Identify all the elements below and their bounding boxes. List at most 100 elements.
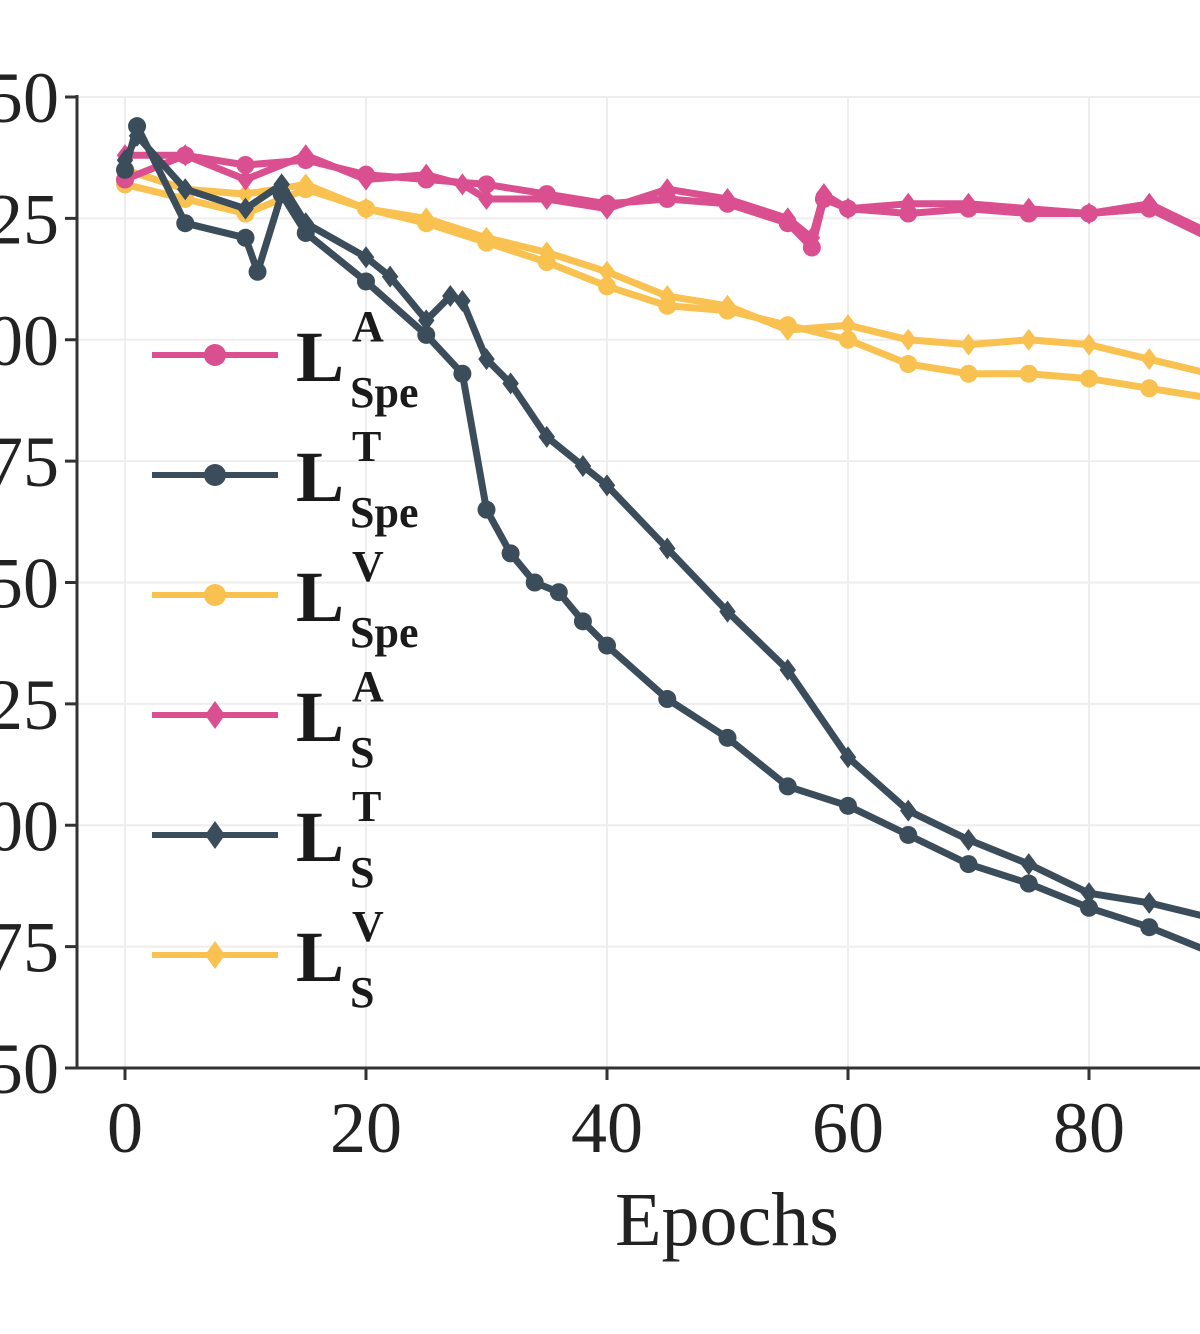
series-line-1 — [121, 122, 1200, 952]
series-4 — [116, 124, 1200, 919]
series-4-point-4 — [273, 173, 290, 196]
y-tick-label-1: 75 — [0, 908, 59, 988]
series-0-point-2 — [236, 155, 255, 174]
series-3-point-1 — [177, 144, 194, 167]
x-tick-label-3: 60 — [812, 1088, 884, 1168]
legend-sub-3: S — [350, 728, 374, 777]
legend-sup-1: T — [352, 422, 381, 471]
legend-entry-3: L AS — [152, 662, 384, 777]
series-4-point-8 — [418, 309, 435, 332]
series-1-point-23 — [1080, 898, 1098, 917]
series-4-point-12 — [502, 372, 519, 395]
series-3-point-20 — [1141, 192, 1158, 215]
series-3-point-7 — [478, 187, 495, 210]
series-4-point-17 — [719, 600, 736, 623]
legend-sup-0: A — [352, 302, 384, 351]
legend-sub-2: Spe — [350, 608, 418, 657]
series-1-point-12 — [525, 573, 544, 592]
series-4-point-2 — [177, 178, 194, 201]
legend-entry-4: L TS — [152, 782, 381, 897]
x-tick-label-0: 0 — [107, 1088, 143, 1168]
series-4-point-24 — [1141, 891, 1158, 914]
series-3-point-13 — [803, 226, 821, 249]
series-1-point-21 — [959, 855, 978, 874]
series-1-point-3 — [236, 228, 255, 247]
series-1-point-7 — [357, 272, 375, 291]
legend-sup-4: T — [352, 782, 381, 831]
series-3-point-17 — [960, 192, 977, 215]
series-5-point-16 — [1080, 333, 1098, 356]
legend-label-5: L — [296, 917, 344, 997]
series-5-point-11 — [779, 319, 796, 342]
series-4-point-9 — [442, 285, 459, 308]
series-line-4 — [121, 132, 1200, 919]
series-2-point-12 — [839, 330, 857, 349]
series-4-point-7 — [381, 265, 399, 288]
series-3 — [116, 144, 1200, 249]
series-4-point-21 — [960, 828, 977, 851]
legend-entry-1: L T Spe — [152, 422, 418, 537]
y-tick-label-2: 00 — [0, 786, 59, 866]
series-5-point-5 — [418, 207, 435, 230]
series-1-point-24 — [1140, 918, 1159, 937]
series-4-point-5 — [297, 212, 314, 235]
series-1-point-20 — [899, 825, 918, 844]
series-4-point-16 — [659, 537, 676, 560]
y-tick-label-6: 00 — [0, 301, 59, 381]
series-5-point-6 — [478, 226, 495, 249]
legend-marker-0 — [204, 344, 226, 366]
series-5-point-9 — [659, 285, 676, 308]
series-5-point-3 — [297, 173, 314, 196]
series-2-point-8 — [598, 277, 616, 296]
series-0-point-6 — [477, 175, 496, 194]
series-1-point-18 — [778, 777, 797, 796]
series-1-point-14 — [573, 612, 592, 631]
series-3-point-11 — [719, 187, 736, 210]
series-3-point-3 — [297, 144, 314, 167]
series-1-point-13 — [549, 583, 568, 602]
series-5-point-17 — [1141, 348, 1158, 371]
series-5-point-2 — [237, 183, 254, 206]
x-tick-label-1: 20 — [330, 1088, 402, 1168]
series-1-point-19 — [839, 796, 857, 815]
legend-sup-3: A — [352, 662, 384, 711]
series-1-point-2 — [176, 214, 195, 233]
series-1-point-10 — [477, 500, 496, 519]
series-1-point-4 — [248, 262, 267, 281]
series-4-point-6 — [357, 246, 375, 269]
x-tick-label-4: 80 — [1053, 1088, 1125, 1168]
series-5-point-7 — [538, 241, 555, 264]
series-3-point-4 — [357, 168, 375, 191]
series-5-point-10 — [719, 294, 736, 317]
legend-marker-1 — [204, 464, 226, 486]
series-5-point-13 — [900, 328, 917, 351]
series-3-point-10 — [659, 178, 676, 201]
series-3-point-18 — [1020, 197, 1037, 220]
series-2-point-14 — [959, 364, 978, 383]
legend-label-2: L — [296, 557, 344, 637]
series-3-point-14 — [815, 183, 833, 206]
legend-sup-2: V — [352, 542, 384, 591]
series-5-point-14 — [960, 333, 977, 356]
legend-marker-5 — [205, 941, 225, 969]
series-1-point-9 — [453, 364, 472, 383]
y-tick-label-7: 25 — [0, 179, 59, 259]
legend-marker-2 — [204, 584, 226, 606]
legend-sub-0: Spe — [350, 368, 418, 417]
y-tick-label-4: 50 — [0, 544, 59, 624]
series-4-point-11 — [478, 348, 495, 371]
x-axis-label: Epochs — [615, 1178, 839, 1262]
series-4-point-13 — [538, 425, 555, 448]
y-tick-label-5: 75 — [0, 422, 59, 502]
series-1 — [116, 117, 1200, 952]
series-2-point-15 — [1019, 364, 1038, 383]
series-4-point-22 — [1020, 853, 1037, 876]
series-1-point-15 — [598, 636, 616, 655]
legend-sub-4: S — [350, 848, 374, 897]
series-4-point-19 — [839, 746, 857, 769]
series-1-point-8 — [417, 325, 436, 344]
legend-label-0: L — [296, 317, 344, 397]
series-4-point-1 — [128, 124, 146, 147]
